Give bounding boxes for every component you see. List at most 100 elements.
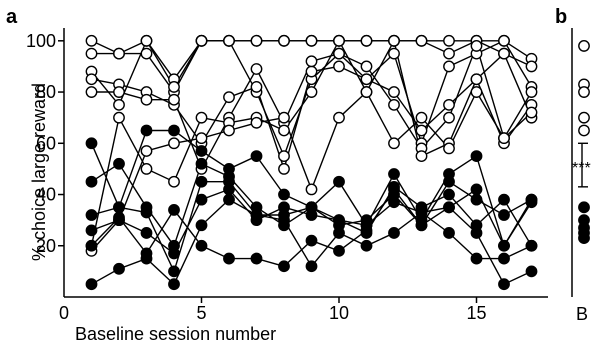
data-point (498, 252, 510, 265)
data-point (195, 34, 208, 47)
data-point (140, 47, 153, 60)
data-point (278, 201, 290, 214)
data-point (168, 175, 180, 188)
data-point (140, 34, 153, 47)
data-point (113, 98, 125, 111)
data-point (278, 188, 290, 201)
data-point (223, 252, 235, 265)
y-tick-label: 100 (26, 31, 56, 51)
data-point (140, 145, 153, 157)
data-point (278, 124, 290, 137)
data-point (333, 47, 345, 60)
data-point (278, 150, 290, 162)
data-point (470, 252, 483, 265)
panel-b-filled-point (578, 201, 590, 214)
data-point (388, 86, 400, 98)
data-point (333, 34, 345, 47)
panel-a: a 20 40 60 80 100 0 5 10 15 Baseline session num… (6, 6, 548, 344)
data-point (195, 111, 208, 124)
data-point (113, 47, 125, 60)
data-point (333, 60, 345, 73)
data-point (470, 150, 483, 162)
data-point (360, 86, 373, 98)
data-point (250, 81, 263, 93)
data-point (195, 239, 208, 252)
data-point (113, 86, 125, 98)
data-point (305, 209, 318, 221)
data-point (113, 157, 125, 170)
data-point (525, 106, 538, 119)
data-point (333, 111, 345, 124)
data-point (168, 81, 180, 93)
data-point (140, 247, 153, 260)
data-point (415, 219, 428, 232)
x-tick-label: 0 (59, 303, 69, 323)
data-point (470, 40, 483, 52)
data-point (525, 60, 538, 73)
panel-b-open-point (578, 86, 590, 98)
data-point (85, 47, 98, 60)
data-point (388, 47, 400, 60)
x-tick-label: 15 (466, 303, 486, 323)
data-point (415, 34, 428, 47)
panel-b-open-point (578, 40, 590, 52)
panel-b: b *** B (555, 6, 591, 324)
data-point (85, 278, 98, 291)
data-point (113, 201, 125, 214)
data-point (278, 214, 290, 227)
data-point (250, 116, 263, 129)
data-point (443, 227, 455, 239)
data-point (360, 34, 373, 47)
data-point (195, 175, 208, 188)
data-point (140, 93, 153, 106)
data-point (498, 132, 510, 145)
data-point (498, 278, 510, 291)
data-point (360, 224, 373, 237)
data-point (278, 260, 290, 273)
data-point (388, 227, 400, 239)
y-tick-label: 40 (36, 185, 56, 205)
data-point (305, 183, 318, 196)
data-point (388, 137, 400, 150)
data-point (388, 34, 400, 47)
data-point (113, 262, 125, 275)
data-point (85, 86, 98, 98)
data-point (140, 163, 153, 175)
data-point (305, 260, 318, 273)
data-point (113, 211, 125, 224)
data-point (525, 86, 538, 98)
data-point (333, 175, 345, 188)
data-point (388, 98, 400, 111)
data-point (470, 193, 483, 206)
panel-a-letter: a (6, 6, 18, 28)
data-point (85, 209, 98, 221)
data-point (195, 132, 208, 145)
panel-b-open-point (578, 111, 590, 124)
data-point (85, 224, 98, 237)
data-point (498, 209, 510, 221)
y-tick-label: 80 (36, 82, 56, 102)
data-point (333, 227, 345, 239)
data-point (525, 265, 538, 278)
data-point (470, 86, 483, 98)
data-point (498, 34, 510, 47)
plot-area-b: *** (571, 28, 591, 297)
data-point (278, 163, 290, 175)
data-point (360, 73, 373, 86)
panel-b-open-point (578, 124, 590, 137)
data-point (305, 86, 318, 98)
data-point (443, 60, 455, 73)
data-point (168, 265, 180, 278)
data-point (415, 150, 428, 162)
panel-b-letter: b (555, 6, 567, 28)
data-point (250, 150, 263, 162)
data-point (250, 34, 263, 47)
data-point (85, 137, 98, 150)
data-point (113, 111, 125, 124)
data-point (168, 203, 180, 216)
data-point (415, 124, 428, 137)
data-point (525, 239, 538, 252)
data-point (305, 34, 318, 47)
data-point (195, 193, 208, 206)
